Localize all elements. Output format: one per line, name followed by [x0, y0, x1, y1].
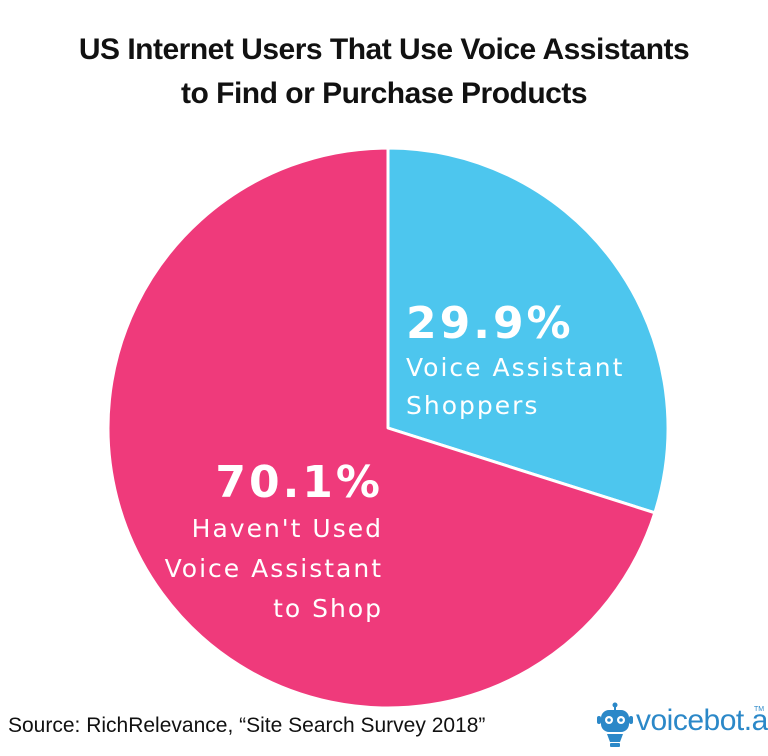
pie-slices	[106, 146, 670, 710]
chart-title-line-1: US Internet Users That Use Voice Assista…	[78, 33, 690, 66]
voicebot-logo: voicebot.ai TM	[596, 702, 768, 748]
logo-text: voicebot.ai	[636, 704, 768, 737]
chart-title: US Internet Users That Use Voice Assista…	[0, 28, 768, 116]
slice-category-label-1-line-1: Voice Assistant	[406, 353, 624, 382]
robot-icon	[597, 702, 633, 747]
chart-title-line-2: to Find or Purchase Products	[180, 77, 588, 110]
slice-category-label-2-line-1: Haven't Used	[192, 514, 383, 543]
slice-category-label-2-line-2: Voice Assistant	[165, 554, 383, 583]
pie-labels: 29.9% Voice Assistant Shoppers 70.1% Haven't…	[165, 298, 624, 623]
pie-slice-2	[106, 146, 657, 710]
slice-category-label-1-line-2: Shoppers	[406, 391, 539, 420]
slice-category-label-2-line-3: to Shop	[273, 594, 383, 623]
pie-slice-1	[386, 146, 670, 515]
source-note: Source: RichRelevance, “Site Search Surv…	[8, 714, 486, 737]
logo-trademark: TM	[754, 706, 765, 713]
slice-value-label-2: 70.1%	[215, 457, 383, 508]
slice-value-label-1: 29.9%	[406, 298, 574, 349]
